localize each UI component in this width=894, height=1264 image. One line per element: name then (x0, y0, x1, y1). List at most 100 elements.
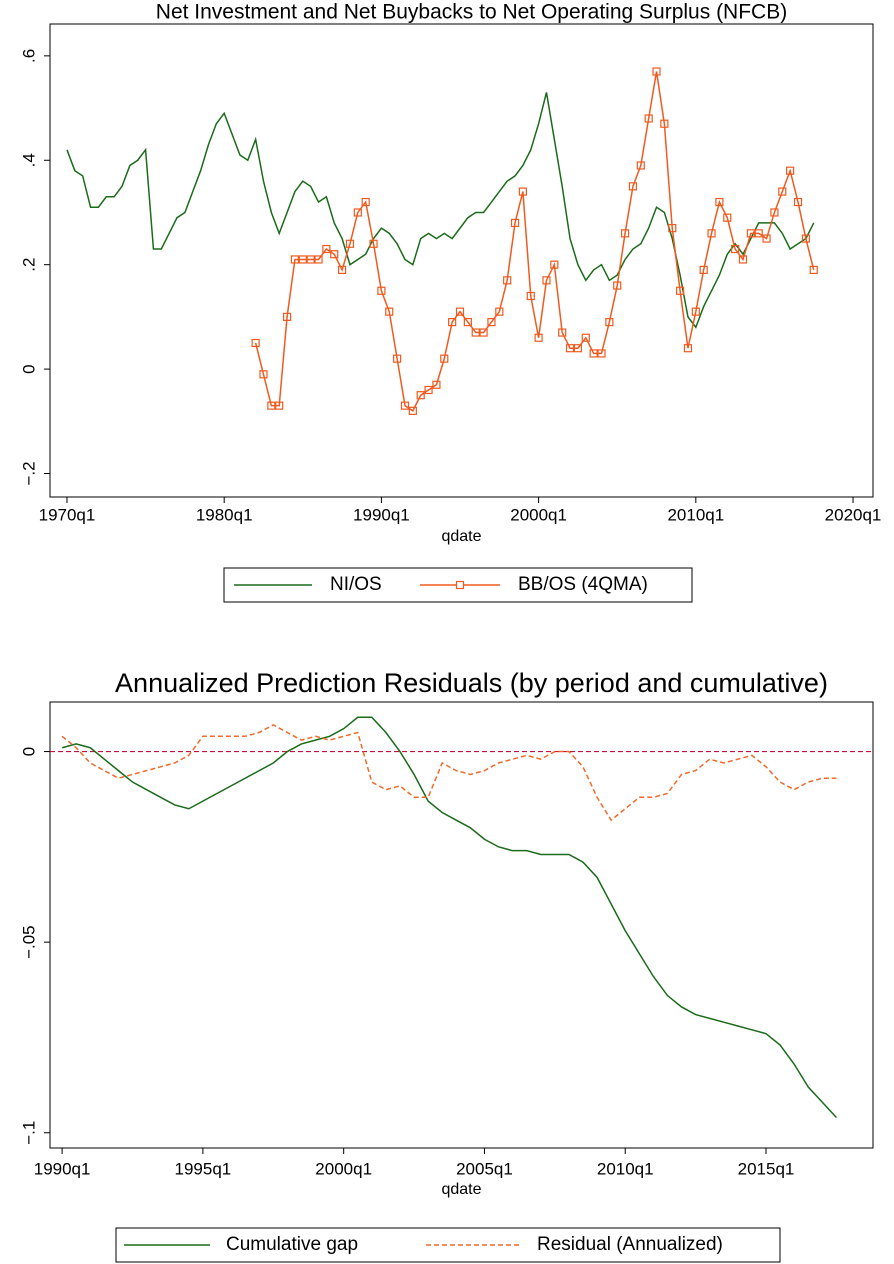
series-marker (267, 401, 276, 410)
x-tick-label: 2020q1 (825, 505, 882, 524)
series-marker (251, 338, 260, 348)
series-marker (778, 187, 787, 196)
series-marker (683, 344, 693, 353)
series-marker (731, 244, 740, 254)
x-tick-label: 1980q1 (196, 505, 253, 524)
series-marker (330, 250, 339, 259)
series-marker (605, 318, 614, 327)
series-marker (353, 208, 362, 217)
y-tick-label: 0 (19, 747, 38, 756)
series-marker (723, 213, 732, 222)
series-marker (565, 344, 575, 353)
series-marker (298, 255, 307, 264)
series-marker (432, 380, 441, 389)
x-tick-label: 1990q1 (353, 505, 410, 524)
series-marker (652, 67, 661, 76)
legend-marker (455, 580, 465, 590)
series-marker (558, 328, 567, 337)
series-marker (487, 318, 496, 327)
chart-title: Net Investment and Net Buybacks to Net O… (156, 1, 787, 24)
series-marker (738, 255, 748, 264)
legend-label: NI/OS (330, 574, 382, 595)
series-marker (793, 197, 803, 207)
series-marker (786, 166, 795, 175)
series-marker (416, 391, 425, 400)
x-tick-label: 2005q1 (456, 1159, 513, 1178)
y-tick-label: .2 (19, 258, 38, 272)
series-marker (589, 349, 598, 358)
series-marker (259, 370, 268, 379)
y-tick-label: −.2 (19, 461, 38, 485)
series-marker (597, 349, 606, 358)
y-tick-label: −.05 (19, 925, 38, 959)
x-tick-label: 2015q1 (738, 1159, 795, 1178)
series-marker (463, 318, 472, 327)
series-marker (534, 333, 543, 342)
series-marker (809, 265, 818, 274)
x-tick-label: 2000q1 (510, 505, 567, 524)
series-marker (676, 286, 685, 295)
series-marker (510, 218, 520, 228)
series-line (61, 716, 837, 1119)
series-marker (691, 307, 700, 316)
plot-area (49, 23, 874, 498)
series-marker (573, 344, 583, 353)
series-marker (550, 260, 559, 269)
legend-label: BB/OS (4QMA) (518, 574, 648, 595)
series-marker (400, 401, 410, 410)
series-marker (393, 354, 402, 363)
x-tick-label: 1995q1 (175, 1159, 232, 1178)
y-tick-label: −.1 (19, 1121, 38, 1145)
x-tick-label: 2010q1 (667, 505, 724, 524)
legend-label: Residual (Annualized) (537, 1234, 723, 1255)
legend-label: Cumulative gap (226, 1234, 358, 1255)
series-marker (801, 234, 810, 243)
series-marker (479, 328, 488, 337)
series-marker (440, 354, 449, 363)
series-marker (282, 312, 292, 321)
series-marker (322, 244, 331, 254)
series-marker (644, 114, 653, 123)
x-axis-title: qdate (441, 528, 481, 545)
series-marker (424, 385, 433, 395)
series-line (61, 724, 837, 822)
y-tick-label: .6 (19, 49, 38, 63)
series-marker (770, 208, 779, 217)
series-marker (746, 229, 755, 238)
x-tick-label: 2010q1 (597, 1159, 654, 1178)
series-marker (699, 265, 708, 274)
series-marker (495, 307, 504, 316)
series-marker (754, 229, 763, 238)
series-marker (581, 333, 590, 342)
x-tick-label: 1970q1 (39, 505, 96, 524)
series-line (254, 71, 815, 412)
series-marker (471, 328, 480, 337)
series-marker (542, 276, 551, 285)
series-marker (345, 239, 355, 248)
series-marker (385, 307, 394, 316)
y-tick-label: 0 (19, 364, 38, 373)
series-marker (503, 276, 512, 285)
series-marker (668, 224, 677, 233)
series-marker (408, 406, 417, 415)
series-marker (369, 239, 378, 248)
series-marker (707, 229, 716, 238)
legend-box (115, 1227, 781, 1263)
series-marker (455, 307, 465, 316)
series-marker (448, 318, 457, 327)
x-axis-title: qdate (441, 1181, 481, 1198)
series-marker (762, 234, 771, 243)
series-marker (620, 229, 630, 238)
series-marker (377, 286, 386, 295)
series-marker (636, 161, 645, 170)
series-marker (314, 255, 323, 264)
series-marker (361, 197, 370, 207)
series-marker (715, 197, 724, 207)
series-marker (628, 182, 638, 191)
series-marker (526, 291, 535, 301)
series-marker (518, 187, 527, 196)
series-marker (660, 119, 669, 128)
y-tick-label: .4 (19, 153, 38, 167)
series-marker (290, 255, 300, 264)
